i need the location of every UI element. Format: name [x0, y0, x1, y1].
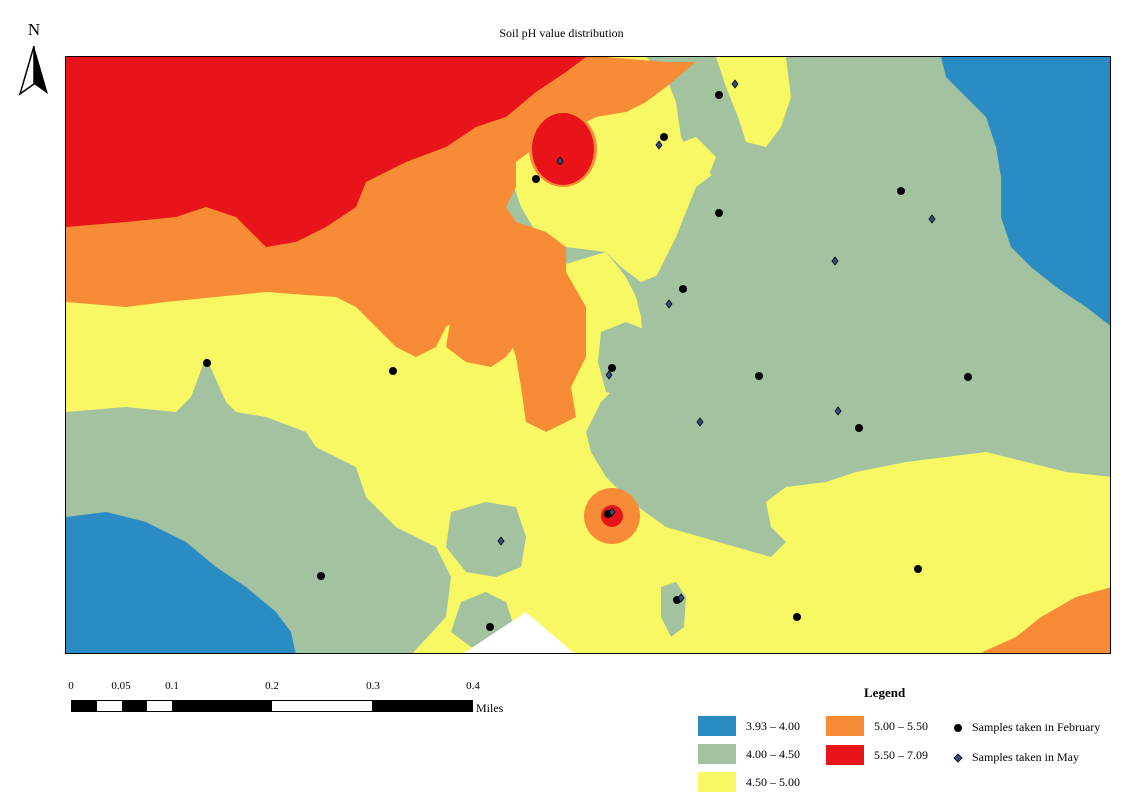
legend-swatch	[826, 745, 864, 765]
legend-class: 5.50 – 7.09	[826, 745, 928, 765]
legend-sample: Samples taken in February	[952, 720, 1100, 735]
black-dot-icon	[952, 722, 964, 734]
map-frame[interactable]	[65, 56, 1111, 654]
legend-label: Samples taken in February	[972, 720, 1101, 734]
scale-tick: 0.05	[111, 680, 131, 692]
scale-tick: 0.3	[366, 680, 380, 692]
north-label: N	[27, 20, 41, 39]
legend-label: Samples taken in May	[972, 750, 1079, 764]
scale-tick: 0.2	[265, 680, 279, 692]
legend-title: Legend	[864, 685, 906, 700]
zone-5-50-7-09	[66, 57, 586, 247]
legend-label: 4.00 – 4.50	[746, 746, 800, 761]
legend-class: 4.00 – 4.50	[698, 744, 800, 764]
legend-swatch	[698, 772, 736, 792]
legend-class: 5.00 – 5.50	[826, 716, 928, 736]
scale-tick: 0.4	[466, 680, 480, 692]
legend-class: 4.50 – 5.00	[698, 772, 800, 792]
legend-class: 3.93 – 4.00	[698, 716, 800, 736]
zone-4-50-5-00	[66, 252, 1110, 653]
scale-unit: Miles	[476, 701, 504, 715]
legend-sample: Samples taken in May	[952, 750, 1079, 765]
legend-label: 4.50 – 5.00	[746, 774, 800, 789]
legend-label: 5.50 – 7.09	[874, 747, 928, 762]
may-samples	[497, 79, 936, 603]
scale-tick: 0	[68, 680, 74, 692]
map-title: Soil pH value distribution	[499, 26, 624, 40]
legend-label: 5.00 – 5.50	[874, 718, 928, 733]
north-arrow-icon	[18, 46, 48, 96]
scale-tick: 0.1	[165, 680, 179, 692]
ph-surface	[66, 57, 1110, 653]
zone-3-93-4-00	[941, 57, 1110, 326]
legend-label: 3.93 – 4.00	[746, 718, 800, 733]
february-samples	[203, 91, 972, 631]
legend-swatch	[698, 716, 736, 736]
legend-swatch	[826, 716, 864, 736]
north-arrow: N	[14, 20, 54, 100]
scale-bar: 0 0.05 0.1 0.2 0.3 0.4 Miles	[60, 680, 530, 720]
blue-diamond-icon	[952, 752, 964, 764]
legend-swatch	[698, 744, 736, 764]
scale-bar-graphic	[71, 700, 473, 712]
